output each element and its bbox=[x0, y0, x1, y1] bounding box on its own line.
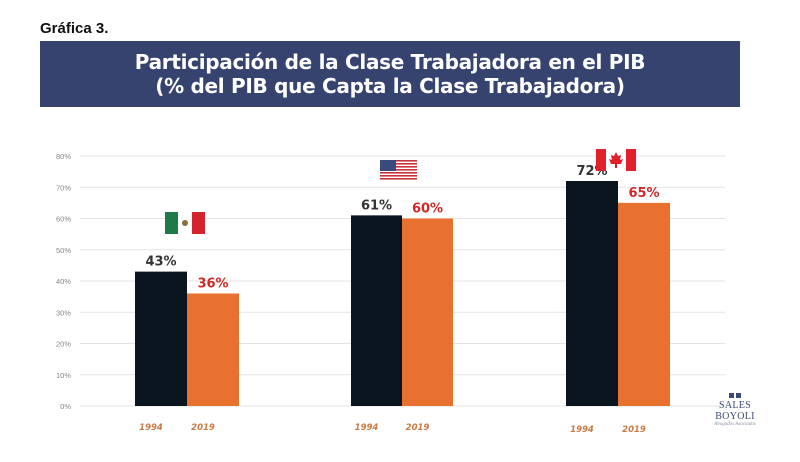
bar-mexico-1994 bbox=[135, 271, 187, 406]
logo-name: SALES BOYOLI bbox=[715, 400, 755, 422]
bar-canada-2019 bbox=[618, 202, 670, 406]
bar-mexico-2019 bbox=[187, 293, 239, 406]
data-label: 61% bbox=[361, 198, 392, 213]
data-label: 60% bbox=[412, 202, 443, 217]
bar-united-states-2019 bbox=[402, 218, 453, 406]
bar-canada-1994 bbox=[566, 181, 618, 406]
y-tick-label: 10% bbox=[56, 371, 71, 380]
logo-subtitle: Abogados Asociados bbox=[714, 422, 756, 427]
y-tick-label: 0% bbox=[60, 402, 71, 411]
y-tick-label: 50% bbox=[56, 246, 71, 255]
canada-flag-icon bbox=[596, 149, 636, 171]
sales-boyoli-logo: SALES BOYOLI Abogados Asociados bbox=[700, 393, 770, 427]
bar-united-states-1994 bbox=[351, 215, 402, 406]
logo-mark-icon bbox=[700, 393, 770, 398]
usa-flag-icon bbox=[380, 160, 417, 180]
x-tick-label: 2019 bbox=[191, 423, 215, 433]
mexico-flag-icon bbox=[165, 212, 205, 234]
chart-title: Participación de la Clase Trabajadora en… bbox=[134, 50, 646, 74]
x-tick-label: 1994 bbox=[570, 425, 594, 435]
y-tick-label: 70% bbox=[56, 183, 71, 192]
y-tick-label: 20% bbox=[56, 340, 71, 349]
x-tick-label: 1994 bbox=[139, 423, 163, 433]
data-label: 43% bbox=[145, 255, 176, 270]
data-label: 65% bbox=[628, 186, 659, 201]
chart-subtitle: (% del PIB que Capta la Clase Trabajador… bbox=[155, 74, 625, 98]
title-banner: Participación de la Clase Trabajadora en… bbox=[40, 41, 740, 107]
y-tick-label: 30% bbox=[56, 308, 71, 317]
data-label: 36% bbox=[197, 277, 228, 292]
x-tick-label: 1994 bbox=[355, 423, 379, 433]
x-tick-label: 2019 bbox=[622, 425, 646, 435]
x-tick-label: 2019 bbox=[406, 423, 430, 433]
y-tick-label: 40% bbox=[56, 277, 71, 286]
figure-caption: Gráfica 3. bbox=[40, 20, 109, 37]
y-tick-label: 60% bbox=[56, 215, 71, 224]
y-tick-label: 80% bbox=[56, 152, 71, 161]
